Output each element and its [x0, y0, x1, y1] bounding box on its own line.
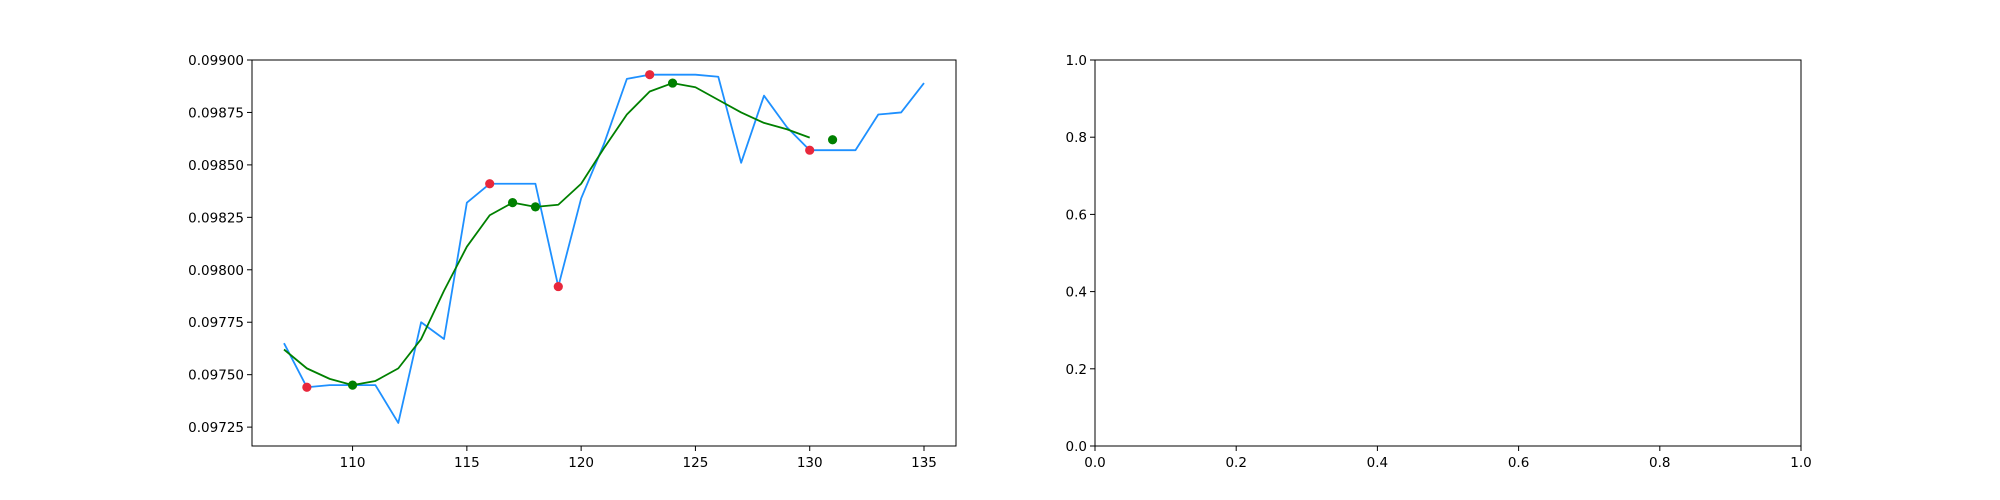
axes-frame-1: [1094, 59, 1802, 447]
y-tick-label: 0.09775: [188, 315, 244, 331]
x-tick-label: 0.6: [1508, 455, 1529, 471]
y-tick-label: 1.0: [1066, 53, 1087, 69]
x-tick-label: 110: [340, 455, 366, 471]
scatter-point-3-3: [667, 78, 678, 88]
x-tick-label: 0.4: [1367, 455, 1388, 471]
y-tick-label: 0.09800: [188, 263, 244, 279]
y-tick-label: 0.09900: [188, 53, 244, 69]
y-tick-label: 0.09750: [188, 368, 244, 384]
scatter-point-3-4: [827, 135, 838, 145]
x-tick-label: 0.8: [1649, 455, 1670, 471]
x-tick-label: 115: [454, 455, 480, 471]
axes-frame-0: [251, 59, 957, 447]
scatter-point-3-1: [507, 198, 518, 208]
y-tick-label: 0.4: [1066, 285, 1087, 301]
x-tick-label: 130: [797, 455, 823, 471]
scatter-point-3-2: [530, 202, 541, 212]
y-tick-label: 0.0: [1066, 439, 1087, 455]
x-tick-label: 0.2: [1225, 455, 1246, 471]
y-tick-label: 0.09875: [188, 105, 244, 121]
right-chart-empty: 0.0 0.2 0.4 0.6 0.8 1.0 0.0 0.2 0.4 0.6 0.8 1.0: [1066, 53, 1812, 471]
scatter-point-3-0: [347, 380, 358, 390]
scatter-point-2-4: [805, 145, 815, 155]
series-line-0: [283, 73, 925, 424]
y-tick-label: 0.09825: [188, 210, 244, 226]
x-tick-label: 120: [568, 455, 594, 471]
scatter-point-2-2: [553, 281, 563, 292]
series-line-1: [283, 82, 811, 387]
x-tick-label: 125: [683, 455, 709, 471]
y-tick-label: 0.8: [1066, 130, 1087, 146]
y-tick-label: 0.2: [1066, 362, 1087, 378]
x-tick-label: 135: [911, 455, 937, 471]
scatter-point-2-1: [485, 179, 495, 189]
scatter-point-2-3: [645, 70, 655, 80]
x-tick-label: 0.0: [1084, 455, 1105, 471]
y-tick-label: 0.6: [1066, 207, 1087, 223]
y-tick-label: 0.09850: [188, 158, 244, 174]
left-chart: 110 115 120 125 130 135 0.09725 0.09750 0.09775 0…: [188, 53, 957, 471]
x-tick-label: 1.0: [1790, 455, 1811, 471]
scatter-point-2-0: [302, 382, 312, 392]
y-tick-label: 0.09725: [188, 420, 244, 436]
